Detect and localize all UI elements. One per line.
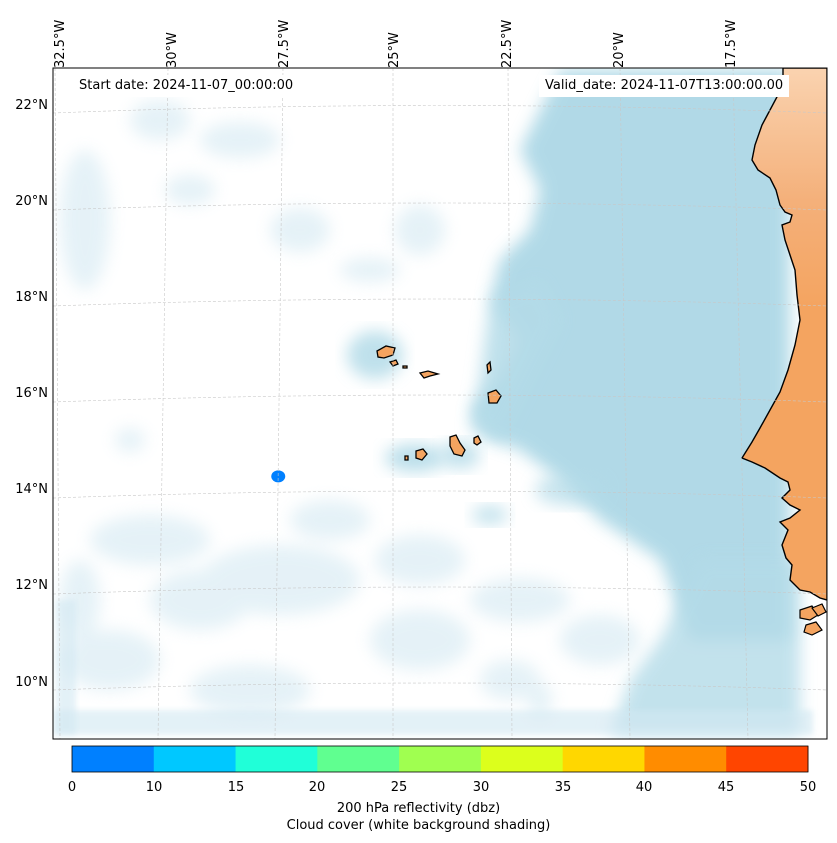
colorbar-frame: [71, 745, 809, 773]
colorbar-tick-label: 25: [390, 780, 408, 795]
colorbar-segment: [153, 746, 237, 772]
colorbar-tick-label: 30: [472, 780, 490, 795]
colorbar-segment: [562, 746, 645, 772]
lat-label-18n: 18°N: [15, 290, 48, 305]
colorbar-segment: [726, 746, 809, 772]
island-santa-luzia: [402, 365, 408, 369]
lon-label-32-5w: 32.5°W: [53, 19, 68, 68]
reflectivity-layer: [271, 470, 286, 483]
colorbar-tick-label: 0: [67, 780, 77, 795]
island-fogo: [415, 448, 428, 461]
colorbar-tick-label: 45: [717, 780, 735, 795]
colorbar-segment: [235, 746, 318, 772]
colorbar-tick-label: 15: [227, 780, 245, 795]
africa-coastline: [740, 68, 827, 601]
graticule: [53, 68, 827, 739]
island-sao-vicente: [388, 359, 399, 367]
island-brava: [404, 455, 409, 461]
colorbar-title: 200 hPa reflectivity (dbz): [336, 801, 501, 816]
lon-label-27-5w: 27.5°W: [277, 19, 292, 68]
start-date-label: Start date: 2024-11-07_00:00:00: [73, 75, 300, 97]
island-maio: [473, 435, 482, 446]
cloud-cover-layer: [53, 70, 813, 735]
colorbar-tick-label: 35: [554, 780, 572, 795]
coastal-island: [811, 603, 827, 617]
colorbar-tick-label: 10: [145, 780, 163, 795]
colorbar-subtitle: Cloud cover (white background shading): [286, 818, 551, 833]
lat-label-22n: 22°N: [15, 98, 48, 113]
map-frame: [52, 67, 828, 740]
island-sal: [486, 360, 492, 375]
lat-label-20n: 20°N: [15, 194, 48, 209]
colorbar-tick-label: 20: [308, 780, 326, 795]
lat-label-12n: 12°N: [15, 578, 48, 593]
island-boa-vista: [487, 389, 502, 404]
lat-label-16n: 16°N: [15, 386, 48, 401]
colorbar: [72, 746, 809, 772]
island-santiago: [449, 434, 466, 457]
lon-label-25w: 25°W: [387, 32, 402, 68]
valid-date-label: Valid_date: 2024-11-07T13:00:00.00: [539, 75, 790, 97]
island-sao-nicolau: [418, 370, 441, 379]
lat-label-14n: 14°N: [15, 482, 48, 497]
coastal-island: [803, 621, 823, 636]
colorbar-segment: [644, 746, 727, 772]
colorbar-segment: [317, 746, 400, 772]
reflectivity-cell: [271, 470, 286, 483]
lon-label-20w: 20°W: [612, 32, 627, 68]
lon-label-17-5w: 17.5°W: [724, 19, 739, 68]
colorbar-tick-label: 40: [635, 780, 653, 795]
lon-label-30w: 30°W: [165, 32, 180, 68]
colorbar-segment: [399, 746, 482, 772]
lat-label-10n: 10°N: [15, 675, 48, 690]
lon-label-22-5w: 22.5°W: [500, 19, 515, 68]
colorbar-segment: [480, 746, 564, 772]
colorbar-tick-label: 50: [799, 780, 817, 795]
colorbar-segment: [72, 746, 155, 772]
cape-verde-islands: [376, 345, 502, 461]
